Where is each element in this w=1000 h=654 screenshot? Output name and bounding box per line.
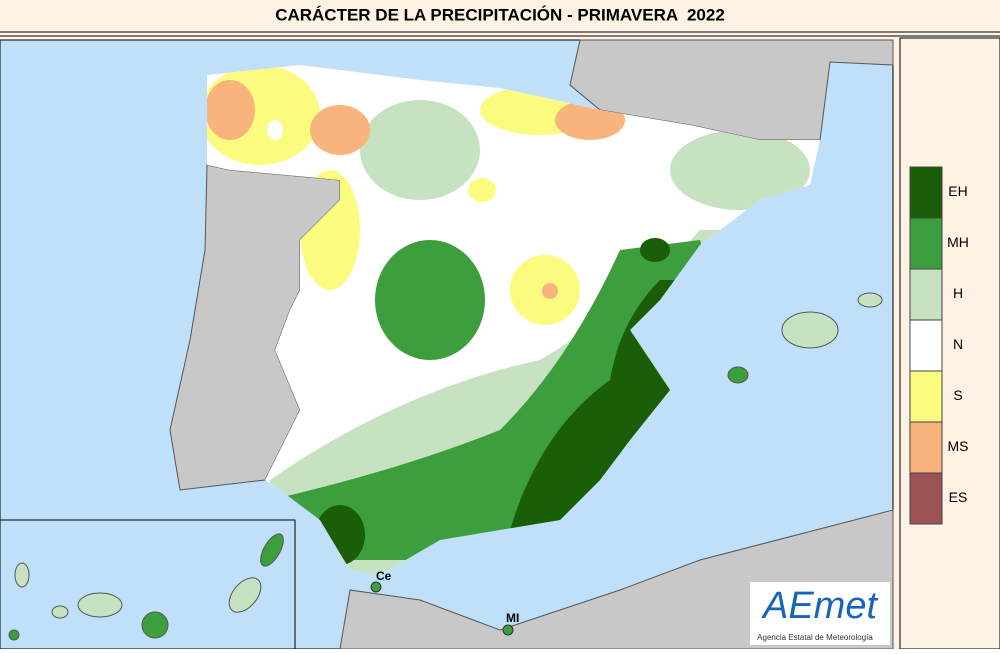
legend-swatch bbox=[909, 370, 943, 423]
legend-swatch bbox=[909, 319, 943, 372]
place-label: Ce bbox=[376, 569, 392, 583]
legend-swatch bbox=[909, 268, 943, 321]
place-label: MI bbox=[506, 611, 519, 625]
ceuta bbox=[370, 581, 382, 593]
legend-label: EH bbox=[948, 183, 967, 199]
melilla bbox=[502, 624, 514, 636]
logo-box bbox=[750, 582, 890, 645]
ibiza bbox=[727, 366, 749, 384]
logo: AEmet bbox=[761, 585, 878, 627]
canary-islands bbox=[8, 533, 284, 641]
legend-label: MH bbox=[947, 234, 969, 250]
logo-subtitle: Agencia Estatal de Meteorología bbox=[757, 633, 873, 642]
legend-label: N bbox=[953, 336, 963, 352]
legend-label: H bbox=[953, 285, 963, 301]
legend-swatch bbox=[909, 421, 943, 474]
legend-swatch bbox=[909, 166, 943, 219]
legend-swatch bbox=[909, 472, 943, 525]
legend-label: ES bbox=[949, 489, 968, 505]
mallorca bbox=[781, 311, 839, 349]
legend: EH MH H N S MS ES bbox=[909, 166, 969, 525]
map: Ce MI AEmet Agencia Estatal de Meteorolo… bbox=[0, 39, 894, 650]
legend-label: S bbox=[953, 387, 962, 403]
legend-swatch bbox=[909, 217, 943, 270]
title: CARÁCTER DE LA PRECIPITACIÓN - PRIMAVERA… bbox=[275, 5, 725, 24]
menorca bbox=[857, 292, 883, 308]
legend-label: MS bbox=[948, 438, 969, 454]
